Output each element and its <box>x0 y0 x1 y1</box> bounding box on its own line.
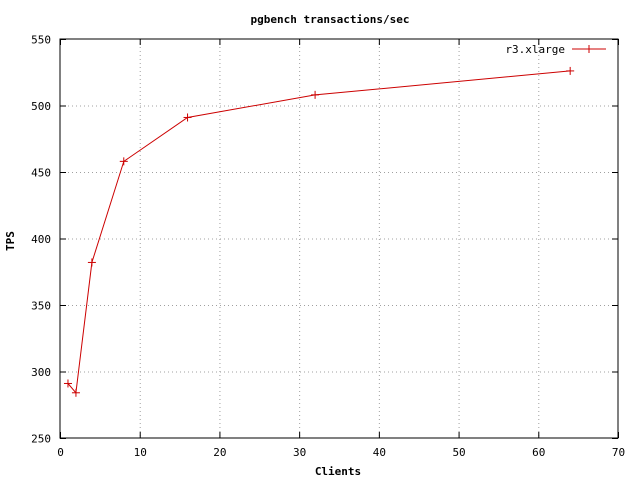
legend-label: r3.xlarge <box>505 43 565 56</box>
x-tick-label: 30 <box>293 446 306 459</box>
legend: r3.xlarge <box>505 43 606 56</box>
y-tick-label: 550 <box>31 34 51 47</box>
data-point <box>119 157 128 166</box>
data-point <box>63 379 72 388</box>
data-point <box>87 258 96 267</box>
plot-frame <box>59 38 619 439</box>
x-tick-label: 40 <box>373 446 386 459</box>
x-tick-label: 70 <box>612 446 625 459</box>
chart-title: pgbench transactions/sec <box>251 13 410 26</box>
y-axis-label: TPS <box>4 231 17 251</box>
tick-labels: 0 10 20 30 40 50 60 70 250 300 350 400 450 500 550 <box>31 34 625 460</box>
legend-swatch-marker <box>585 45 593 53</box>
y-tick-label: 500 <box>31 100 51 113</box>
data-point <box>183 113 192 122</box>
grid-lines <box>60 39 618 438</box>
x-tick-label: 0 <box>57 446 64 459</box>
y-tick-label: 350 <box>31 300 51 313</box>
x-tick-label: 10 <box>134 446 147 459</box>
y-tick-label: 300 <box>31 366 51 379</box>
data-point <box>71 388 80 397</box>
data-point <box>566 66 575 75</box>
axis-ticks <box>60 39 619 439</box>
x-axis-label: Clients <box>315 465 361 478</box>
y-tick-label: 250 <box>31 433 51 446</box>
x-tick-label: 20 <box>213 446 226 459</box>
y-tick-label: 450 <box>31 167 51 180</box>
x-tick-label: 60 <box>532 446 545 459</box>
series-group <box>63 66 575 397</box>
x-tick-label: 50 <box>452 446 465 459</box>
y-tick-label: 400 <box>31 233 51 246</box>
data-point <box>311 90 320 99</box>
series-line <box>67 70 571 394</box>
